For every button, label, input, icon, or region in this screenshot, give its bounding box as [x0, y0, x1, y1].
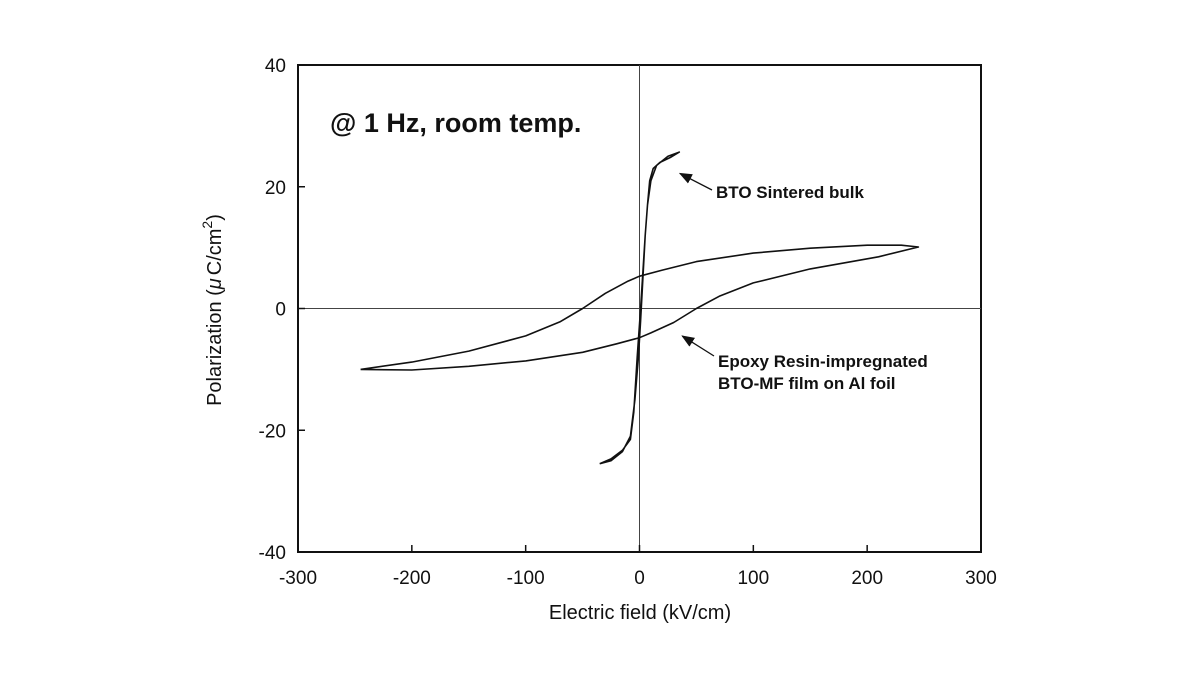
- x-tick-label: -100: [507, 568, 545, 589]
- y-ticks: -40 -20 0 20 40: [259, 56, 305, 564]
- annotation-arrow-1: [681, 335, 715, 357]
- x-ticks: -300 -200 -100 0 100 200 300: [279, 545, 997, 589]
- y-tick-label: -20: [259, 421, 286, 442]
- x-tick-label: 100: [737, 568, 769, 589]
- x-tick-label: -300: [279, 568, 317, 589]
- x-tick-label: 300: [965, 568, 997, 589]
- condition-text: @ 1 Hz, room temp.: [330, 108, 581, 138]
- annotations: BTO Sintered bulk Epoxy Resin-impregnated…: [678, 172, 928, 393]
- y-label-close: ): [204, 214, 226, 221]
- y-tick-label: 20: [265, 178, 286, 199]
- y-label-sup: 2: [199, 221, 215, 229]
- annotation-text: BTO Sintered bulk: [716, 183, 865, 202]
- series-group: [360, 151, 920, 465]
- y-axis-label: Polarization (μ C/cm2): [199, 214, 226, 406]
- y-tick-label: 0: [275, 300, 286, 321]
- y-label-mu: μ: [204, 278, 226, 290]
- annotation-text: Epoxy Resin-impregnated: [718, 352, 928, 371]
- y-label-main: Polarization (: [204, 289, 226, 406]
- series-line-1: [360, 244, 920, 371]
- annotation-text: BTO-MF film on Al foil: [718, 374, 896, 393]
- y-tick-label: -40: [259, 543, 286, 564]
- y-label-unit: C/cm: [204, 229, 226, 276]
- x-axis-label: Electric field (kV/cm): [549, 602, 731, 624]
- annotation-arrow-0: [678, 172, 713, 191]
- x-tick-label: 0: [634, 568, 645, 589]
- x-tick-label: 200: [851, 568, 883, 589]
- y-tick-label: 40: [265, 56, 286, 77]
- x-tick-label: -200: [393, 568, 431, 589]
- series-line-0: [599, 151, 681, 465]
